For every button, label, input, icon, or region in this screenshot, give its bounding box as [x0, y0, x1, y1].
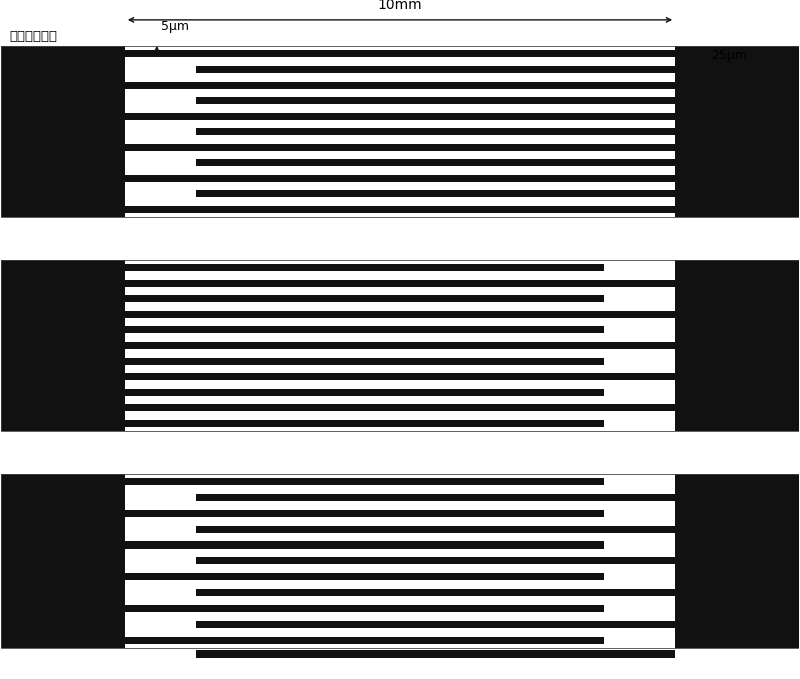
Bar	[675, 474, 798, 648]
Bar	[2, 46, 798, 217]
Bar	[125, 388, 603, 396]
Bar	[125, 541, 603, 549]
Bar	[125, 636, 603, 644]
Bar	[2, 474, 125, 648]
Bar	[675, 46, 798, 217]
Bar	[2, 46, 125, 217]
Bar	[2, 260, 798, 431]
Bar	[197, 128, 675, 135]
Bar	[675, 260, 798, 431]
Bar	[125, 474, 675, 648]
Bar	[125, 144, 675, 151]
Bar	[197, 66, 675, 73]
Bar	[197, 557, 675, 564]
Text: 25μm: 25μm	[711, 49, 746, 62]
Bar	[125, 50, 675, 58]
Bar	[197, 494, 675, 501]
Bar	[125, 175, 675, 182]
Bar	[125, 260, 675, 431]
Bar	[125, 510, 603, 517]
Bar	[125, 311, 675, 318]
Bar	[125, 280, 675, 287]
Text: 连接用電極部: 连接用電極部	[10, 30, 58, 43]
Bar	[125, 358, 603, 365]
Bar	[125, 404, 675, 411]
Bar	[125, 113, 675, 120]
Bar	[2, 474, 798, 648]
Bar	[197, 97, 675, 104]
Bar	[125, 342, 675, 349]
Bar	[125, 605, 603, 612]
Bar	[197, 190, 675, 198]
Bar	[197, 650, 675, 657]
Bar	[197, 621, 675, 628]
Bar	[125, 295, 603, 302]
Bar	[125, 373, 675, 380]
Bar	[125, 264, 603, 271]
Bar	[2, 260, 125, 431]
Bar	[125, 573, 603, 581]
Bar	[125, 46, 675, 217]
Bar	[125, 478, 603, 485]
Bar	[125, 206, 675, 213]
Bar	[197, 160, 675, 166]
Text: 5μm: 5μm	[161, 20, 189, 33]
Text: 10mm: 10mm	[378, 0, 422, 12]
Bar	[197, 589, 675, 596]
Bar	[125, 81, 675, 88]
Bar	[125, 420, 603, 426]
Bar	[197, 526, 675, 533]
Bar	[125, 327, 603, 333]
